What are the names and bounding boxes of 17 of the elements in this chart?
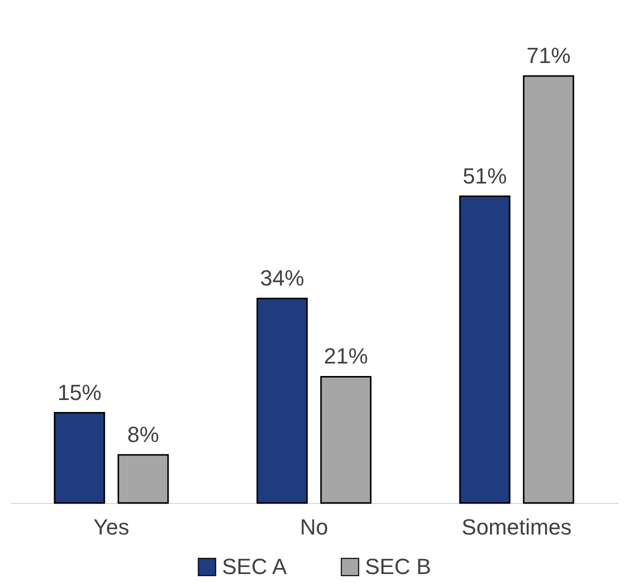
x-tick-label: No <box>300 514 328 540</box>
data-label: 15% <box>57 380 102 405</box>
bar <box>54 412 106 504</box>
legend-label: SEC A <box>222 554 288 579</box>
data-label: 21% <box>324 344 368 369</box>
data-label: 71% <box>526 43 571 68</box>
data-label: 51% <box>462 163 507 188</box>
bar <box>522 75 574 504</box>
data-label: 34% <box>260 266 304 291</box>
data-label: 8% <box>127 422 160 447</box>
bar <box>118 454 169 504</box>
bar <box>256 298 308 504</box>
bar <box>459 196 510 504</box>
bar <box>320 376 372 504</box>
legend-label: SEC B <box>365 554 432 579</box>
x-tick-label: Yes <box>93 514 130 540</box>
x-tick-label: Sometimes <box>462 514 572 540</box>
